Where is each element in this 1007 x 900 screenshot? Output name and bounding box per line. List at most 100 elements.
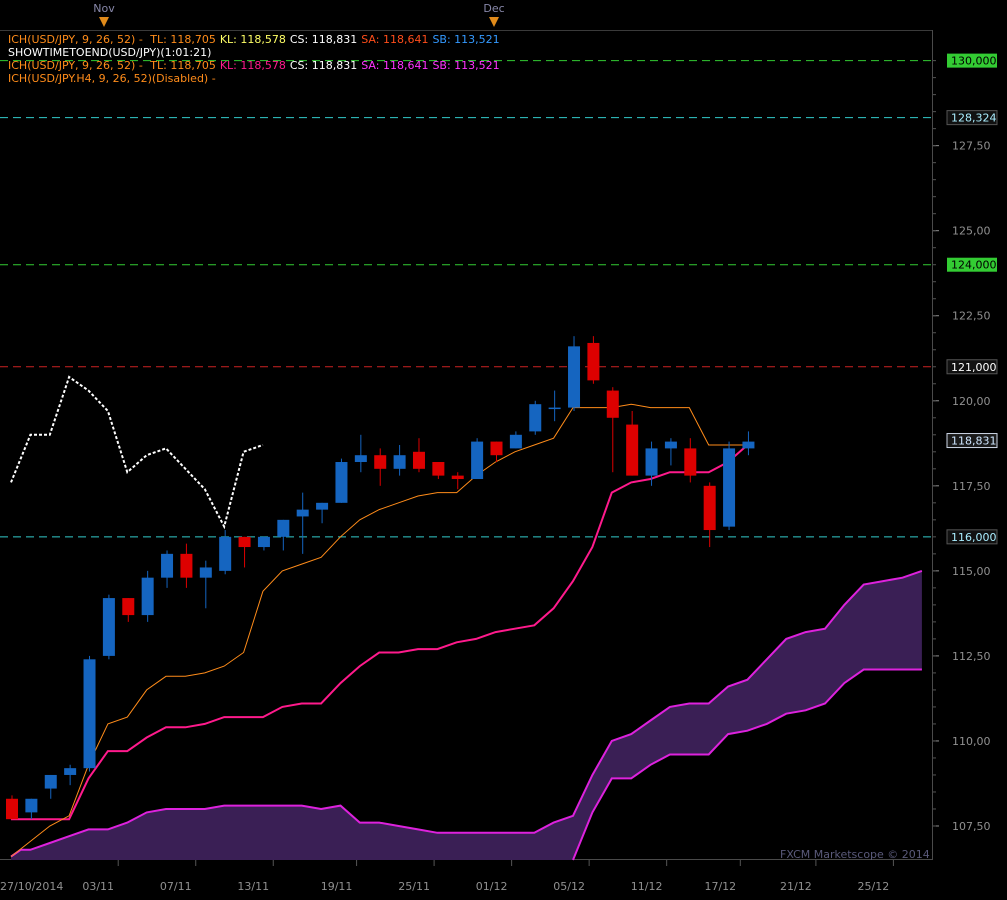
legend-line1-segment-5: SB: 113,521: [432, 33, 500, 46]
x-tick-label-6: 01/12: [476, 880, 508, 893]
level-tag-label-3: 121,000: [951, 361, 997, 374]
candle-body-33: [645, 448, 658, 476]
candle-body-26: [509, 434, 522, 449]
candle-body-34: [664, 441, 677, 449]
candle-body-13: [257, 536, 270, 548]
x-tick-label-3: 13/11: [237, 880, 269, 893]
candle-body-18: [354, 455, 367, 463]
legend-line1-segment-0: ICH(USD/JPY, 9, 26, 52) -: [8, 33, 147, 46]
legend-showtimetoend: SHOWTIMETOEND(USD/JPY)(1:01:21): [8, 46, 215, 59]
month-marker-bar: [0, 0, 933, 31]
level-tag-label-2: 124,000: [951, 259, 997, 272]
level-tag-4: [946, 529, 998, 545]
level-tag-1: [946, 110, 998, 126]
y-tick-label-8: 127,50: [952, 140, 991, 153]
x-tick-label-9: 17/12: [704, 880, 736, 893]
month-label-1: Dec: [483, 2, 504, 15]
legend-line2-segment-0: SHOWTIMETOEND(USD/JPY)(1:01:21): [8, 46, 212, 59]
candle-body-6: [122, 598, 135, 616]
x-tick-label-8: 11/12: [631, 880, 663, 893]
x-tick-label-10: 21/12: [780, 880, 812, 893]
current-price-tag: [946, 433, 998, 449]
x-tick-label-7: 05/12: [553, 880, 585, 893]
legend-line1-segment-4: SA: 118,641: [361, 33, 429, 46]
x-tick-label-11: 25/12: [858, 880, 890, 893]
legend-line3-segment-5: SB: 113,521: [432, 59, 500, 72]
kijun-sen-line: [11, 444, 749, 821]
candle-body-27: [529, 404, 542, 432]
candle-body-15: [296, 509, 309, 517]
candle-body-25: [490, 441, 503, 456]
tenkan-sen-line: [10, 403, 748, 857]
current-price-label: 118,831: [951, 435, 997, 448]
candle-body-7: [141, 577, 154, 616]
senkou-span-a-line: [10, 569, 923, 858]
candle-body-14: [277, 519, 290, 537]
candle-body-31: [606, 390, 619, 418]
level-tag-3: [946, 359, 998, 375]
legend-ichimoku-line-2: ICH(USD/JPY, 9, 26, 52) - TL: 118,705 KL:…: [8, 59, 504, 72]
legend-line3-segment-4: SA: 118,641: [361, 59, 429, 72]
legend-line1-segment-3: CS: 118,831: [289, 33, 358, 46]
x-tick-label-0: 27/10/2014: [0, 880, 63, 893]
candle-body-9: [180, 553, 193, 578]
y-tick-label-7: 125,00: [952, 225, 991, 238]
candle-body-20: [393, 455, 406, 469]
candle-body-30: [587, 342, 600, 381]
chikou-span-line: [10, 375, 264, 530]
y-tick-label-2: 112,50: [952, 650, 991, 663]
level-tag-label-0: 130,000: [951, 55, 997, 68]
y-tick-label-6: 122,50: [952, 310, 991, 323]
candle-body-37: [723, 448, 736, 527]
ichimoku-cloud: [11, 570, 922, 860]
candle-body-1: [25, 798, 38, 813]
legend-line3-segment-0: ICH(USD/JPY, 9, 26, 52) -: [8, 59, 147, 72]
level-tag-label-4: 116,000: [951, 531, 997, 544]
candle-body-3: [64, 768, 77, 775]
y-tick-label-3: 115,00: [952, 565, 991, 578]
candle-body-19: [374, 455, 387, 469]
candle-body-17: [335, 462, 348, 503]
candle-body-12: [238, 536, 251, 548]
candle-body-24: [471, 441, 484, 480]
x-tick-label-1: 03/11: [82, 880, 114, 893]
level-tag-2: [947, 257, 997, 272]
candle-body-28: [548, 407, 561, 410]
y-tick-label-1: 110,00: [952, 735, 991, 748]
candle-body-22: [432, 462, 445, 476]
candle-body-36: [703, 485, 716, 531]
candle-body-38: [742, 441, 755, 449]
candle-body-21: [412, 451, 425, 469]
senkou-span-b-line: [572, 668, 922, 861]
level-tag-label-1: 128,324: [951, 112, 997, 125]
y-tick-label-0: 107,50: [952, 820, 991, 833]
month-marker-triangle-icon: [489, 17, 499, 27]
candle-body-8: [161, 553, 174, 578]
legend-ichimoku-line-1: ICH(USD/JPY, 9, 26, 52) - TL: 118,705 KL:…: [8, 33, 504, 46]
y-tick-label-5: 120,00: [952, 395, 991, 408]
watermark: FXCM Marketscope © 2014: [780, 848, 930, 861]
legend-line1-segment-2: KL: 118,578: [219, 33, 286, 46]
x-tick-label-5: 25/11: [398, 880, 430, 893]
candle-body-35: [684, 448, 697, 476]
legend-line3-segment-3: CS: 118,831: [289, 59, 358, 72]
candle-body-29: [568, 346, 581, 408]
month-label-0: Nov: [93, 2, 115, 15]
candle-body-10: [199, 567, 212, 578]
month-marker-triangle-icon: [99, 17, 109, 27]
legend-line3-segment-1: TL: 118,705: [150, 59, 216, 72]
candle-body-0: [6, 798, 18, 820]
candle-body-5: [102, 598, 115, 656]
legend-line1-segment-1: TL: 118,705: [150, 33, 216, 46]
candle-body-16: [316, 502, 329, 510]
legend-ichimoku-h4: ICH(USD/JPY.H4, 9, 26, 52)(Disabled) -: [8, 72, 220, 85]
candle-body-2: [44, 774, 57, 789]
legend-line4-segment-0: ICH(USD/JPY.H4, 9, 26, 52)(Disabled) -: [8, 72, 216, 85]
x-tick-label-4: 19/11: [321, 880, 353, 893]
candle-body-11: [219, 536, 232, 571]
x-tick-label-2: 07/11: [160, 880, 192, 893]
candle-body-4: [83, 659, 96, 769]
candle-body-32: [626, 424, 639, 476]
legend-line3-segment-2: KL: 118,578: [219, 59, 286, 72]
